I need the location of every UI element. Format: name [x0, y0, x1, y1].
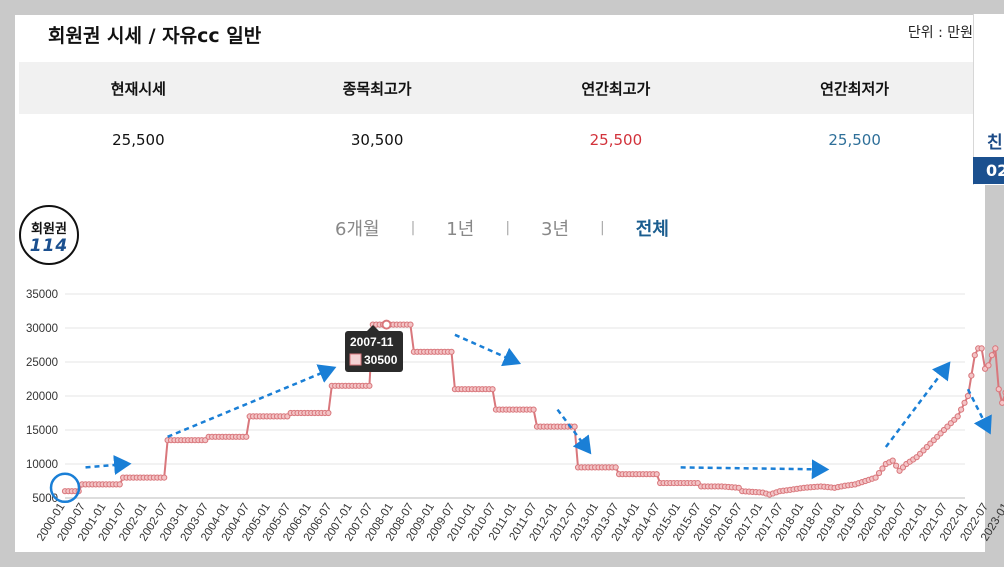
data-point [964, 392, 972, 400]
stats-header-row: 현재시세 종목최고가 연간최고가 연간최저가 [19, 62, 974, 114]
data-point [612, 464, 619, 471]
data-point [243, 433, 250, 440]
highlight-circle [49, 472, 81, 504]
data-point [571, 423, 578, 430]
data-point [968, 372, 975, 379]
tab-1-year[interactable]: 1년 [446, 219, 475, 240]
data-point [958, 406, 965, 413]
stat-value-annual-high: 25,500 [589, 131, 643, 149]
tooltip-swatch [349, 353, 362, 366]
tab-all[interactable]: 전체 [635, 219, 669, 240]
stat-header-current: 현재시세 [110, 79, 166, 98]
data-point [325, 409, 332, 417]
data-point [988, 352, 995, 359]
data-point [407, 321, 414, 328]
tab-separator: | [410, 220, 416, 236]
data-point [530, 406, 537, 413]
tooltip-pointer [367, 325, 379, 331]
tooltip-date: 2007-11 [350, 335, 394, 349]
data-point [961, 399, 968, 406]
data-point [448, 348, 455, 355]
unit-label: 단위 : 만원 [907, 25, 973, 41]
stat-value-current: 25,500 [112, 131, 165, 149]
data-point [489, 386, 496, 393]
tooltip-value: 30500 [364, 353, 398, 367]
badge-line1: 회원권 [31, 222, 67, 237]
price-card: 회원권 시세 / 자유cc 일반 단위 : 만원 현재시세 종목최고가 연간최고… [15, 15, 985, 552]
tab-separator: | [505, 220, 511, 236]
chart-tooltip: 2007-11 30500 [345, 325, 403, 372]
data-point [995, 386, 1002, 393]
stat-value-annual-low: 25,500 [828, 131, 881, 149]
side-panel-bar[interactable]: 02 [973, 157, 1004, 184]
side-panel [973, 14, 1004, 185]
y-tick-label: 35000 [26, 289, 58, 301]
tab-6-months[interactable]: 6개월 [335, 219, 380, 240]
trend-arrow [85, 455, 132, 475]
highlighted-point [381, 319, 392, 330]
data-point [879, 465, 886, 472]
trend-arrow [167, 364, 337, 438]
stat-header-all-time-high: 종목최고가 [342, 79, 412, 98]
trend-arrow [680, 459, 830, 480]
trend-arrow [966, 388, 992, 435]
brand-badge-logo: 회원권 114 [19, 205, 79, 265]
y-tick-label: 10000 [26, 459, 58, 471]
data-point [893, 462, 900, 469]
stat-header-annual-high: 연간최고가 [581, 79, 651, 98]
y-tick-label: 20000 [26, 391, 58, 403]
y-tick-label: 30000 [26, 323, 58, 335]
side-panel-label[interactable]: 친 [987, 133, 1003, 153]
data-point [161, 474, 168, 481]
trend-arrow [454, 333, 522, 367]
data-point [653, 471, 660, 478]
y-tick-label: 25000 [26, 357, 58, 369]
data-point [875, 469, 883, 477]
data-point [999, 399, 1004, 406]
data-point [889, 457, 896, 464]
stat-header-annual-low: 연간최저가 [820, 79, 890, 98]
stat-value-all-time-high: 30,500 [350, 131, 404, 149]
data-point [872, 474, 879, 481]
data-point [992, 345, 999, 352]
data-point [954, 413, 961, 420]
trend-arrow [884, 361, 951, 448]
tab-separator: | [600, 220, 605, 236]
data-point [978, 345, 985, 352]
data-point [366, 382, 373, 389]
y-tick-label: 15000 [26, 425, 58, 437]
data-point [985, 362, 992, 369]
tab-3-years[interactable]: 3년 [541, 219, 570, 240]
page-title: 회원권 시세 / 자유cc 일반 [48, 25, 262, 47]
stats-value-row: 25,500 30,500 25,500 25,500 [19, 114, 974, 166]
period-tabs: 6개월 | 1년 | 3년 | 전체 [335, 215, 669, 241]
data-point [116, 481, 123, 488]
data-point [971, 352, 978, 359]
badge-line2: 114 [29, 236, 69, 256]
y-tick-label: 5000 [32, 493, 58, 505]
